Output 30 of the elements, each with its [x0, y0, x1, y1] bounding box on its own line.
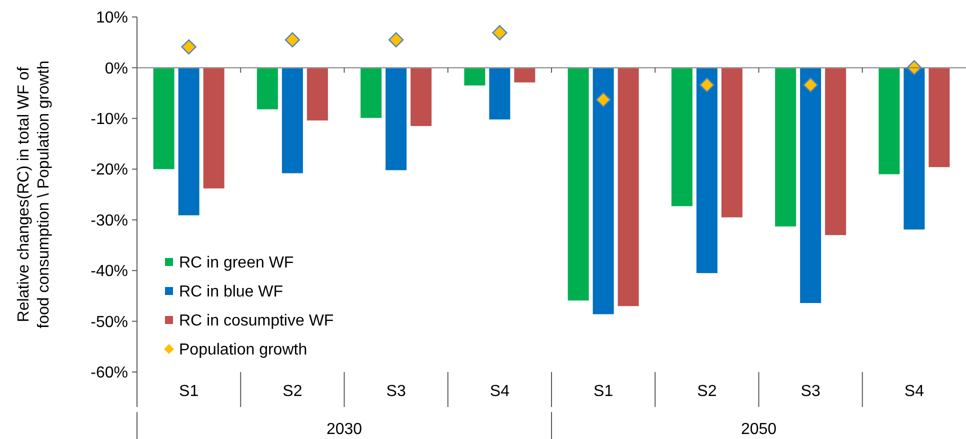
y-axis-title: Relative changes(RC) in total WF of food consumption \ Population growth: [15, 60, 52, 328]
point: [596, 92, 611, 108]
y-tick-label: -10%: [90, 111, 128, 128]
text: 2030: [326, 421, 362, 438]
x-tick-label: S3: [800, 383, 820, 400]
point: [284, 32, 300, 48]
y-tick-label: -20%: [90, 162, 128, 179]
legend-label: RC in cosumptive WF: [179, 312, 334, 330]
x-tick-label: S4: [490, 383, 510, 400]
y-tick-label: 0%: [104, 60, 128, 78]
x-tick-label: S2: [697, 383, 717, 400]
y-tick-label: -40%: [90, 263, 128, 280]
legend-label: RC in green WF: [179, 254, 294, 272]
x-tick-label: S1: [594, 383, 614, 400]
text: 2050: [740, 421, 777, 438]
x-tick-label: S3: [386, 383, 406, 400]
x-tick-label: S1: [179, 383, 199, 400]
point: [802, 77, 818, 93]
point: [181, 39, 196, 55]
y-tick-label: 10%: [96, 10, 128, 27]
point: [388, 32, 404, 48]
point: [699, 77, 715, 93]
legend-label: Population growth: [179, 342, 308, 359]
x-tick-label: S2: [282, 383, 302, 400]
x-tick-label: S4: [904, 383, 924, 400]
legend-label: RC in blue WF: [179, 284, 284, 301]
y-tick-label: -60%: [90, 364, 128, 382]
y-tick-label: -30%: [90, 212, 128, 230]
point: [492, 25, 508, 40]
y-tick-label: -50%: [90, 314, 128, 331]
